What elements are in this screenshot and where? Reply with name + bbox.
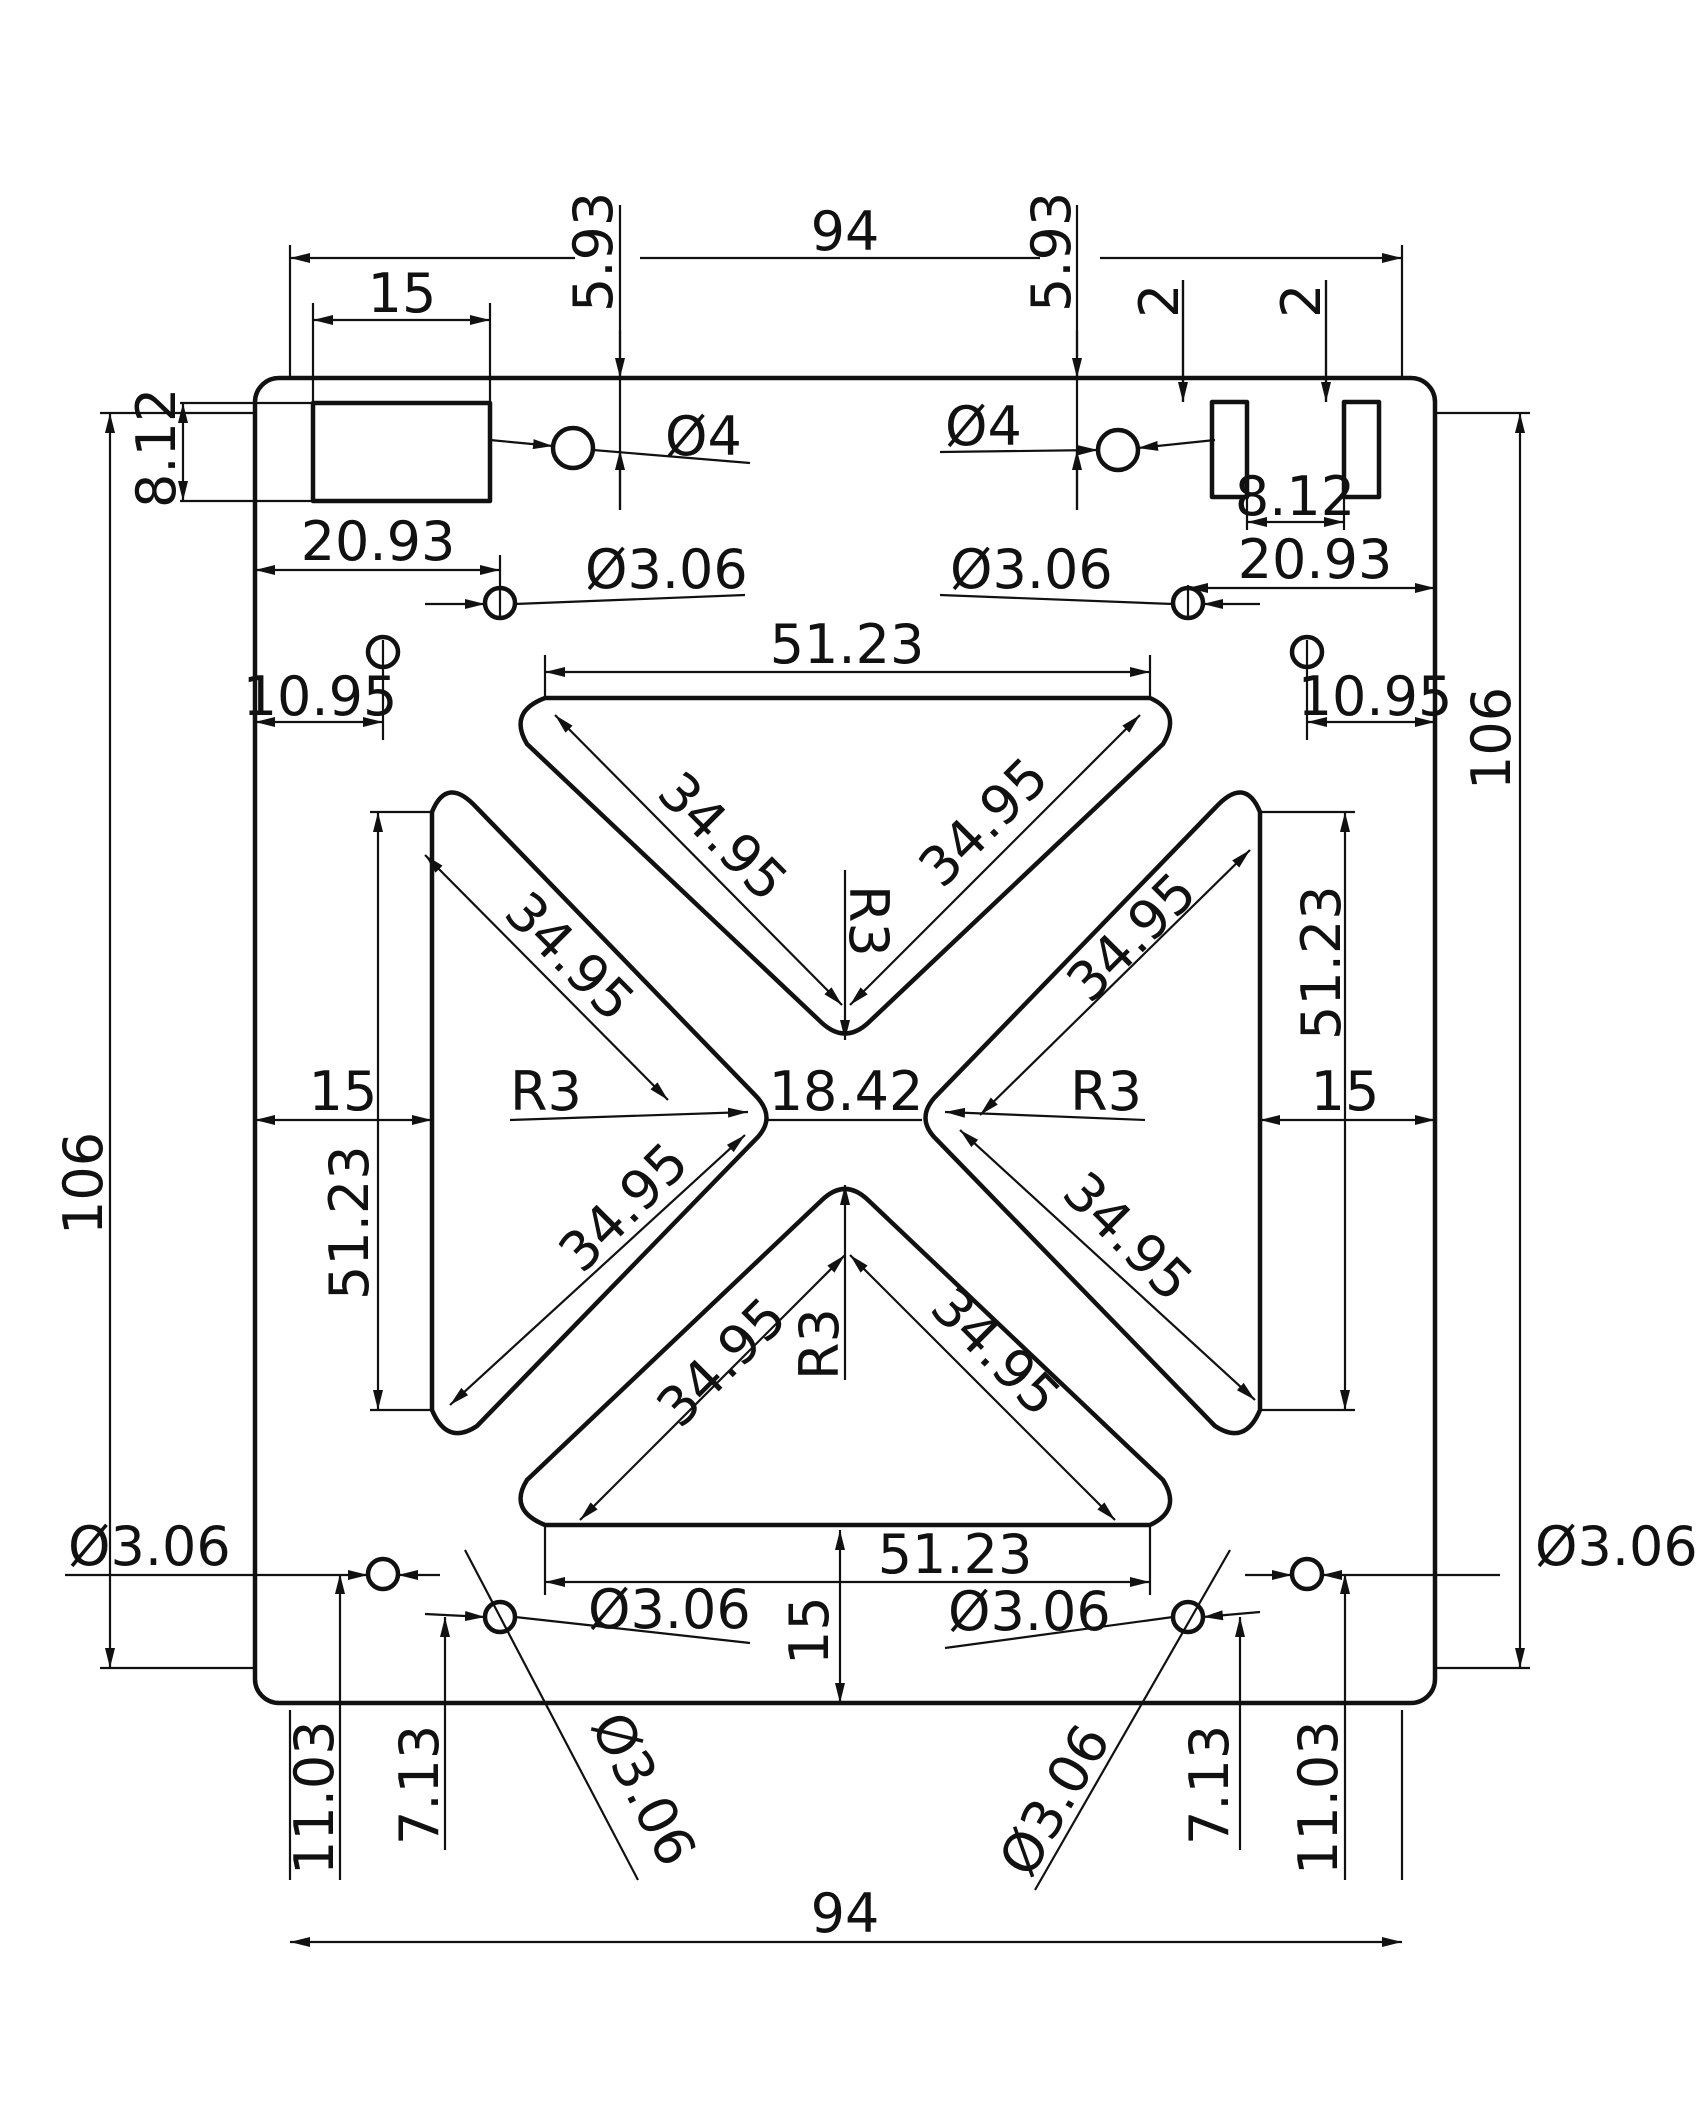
hole-d306-bottom-outer-right	[1289, 1556, 1325, 1592]
dim-cutout-side-2: 34.95	[907, 745, 1061, 899]
dim-diam-306-upper-left: Ø3.06	[585, 538, 748, 601]
dim-diam-306-far-right: Ø3.06	[1535, 1515, 1698, 1578]
dim-top-offset-left: 5.93	[562, 192, 625, 312]
dim-diam-306-bottom-right: Ø3.06	[948, 1580, 1111, 1643]
mount-hole-d4-right	[1095, 427, 1141, 473]
dim-diam-306-far-left: Ø3.06	[68, 1515, 231, 1578]
dim-diam-306-diag-right: Ø3.06	[987, 1714, 1123, 1886]
dim-cutout-bottom-width: 51.23	[878, 1523, 1033, 1586]
dim-height-right: 106	[1460, 687, 1523, 790]
dim-radius-right: R3	[1070, 1060, 1142, 1123]
mount-hole-d4-left	[550, 425, 596, 471]
dim-hole-x-upper-right: 10.95	[1298, 665, 1453, 728]
dimension-arrows	[65, 253, 1525, 1947]
dim-diam-306-diag-left: Ø3.06	[578, 1702, 708, 1876]
dim-diam-4-right: Ø4	[945, 395, 1022, 458]
connector-cutout	[310, 400, 493, 504]
dim-cutout-side-5: 34.95	[547, 1130, 701, 1284]
dim-diam-306-upper-right: Ø3.06	[950, 538, 1113, 601]
dim-center-gap: 18.42	[769, 1060, 924, 1123]
slot-left	[1209, 399, 1250, 500]
dim-slot-offset-right: 2	[1270, 284, 1333, 318]
slot-right	[1341, 399, 1382, 500]
dim-connector-width: 15	[368, 262, 437, 325]
dim-cutout-top-width: 51.23	[770, 613, 925, 676]
dim-bottom-hole-y-left-inner: 7.13	[388, 1725, 451, 1845]
dim-diam-4-left: Ø4	[665, 405, 742, 468]
dim-cutout-side-6: 34.95	[1051, 1160, 1205, 1314]
dim-diam-306-bottom-left: Ø3.06	[588, 1578, 751, 1641]
dim-width-bottom: 94	[811, 1882, 880, 1945]
dim-width-top: 94	[811, 200, 880, 263]
dim-margin-right: 15	[1311, 1060, 1380, 1123]
dim-cutout-side-7: 34.95	[645, 1285, 799, 1439]
dim-cutout-right-height: 51.23	[318, 1145, 381, 1300]
triangle-cutout-right	[923, 790, 1263, 1436]
dim-bottom-hole-y-left-outer: 11.03	[283, 1720, 346, 1875]
dim-slot-spacing: 8.12	[1235, 465, 1355, 528]
dim-bottom-hole-y-right-outer: 11.03	[1287, 1720, 1350, 1875]
dim-cutout-side-4: 34.95	[1055, 860, 1209, 1014]
dim-cutout-side-8: 34.95	[919, 1275, 1073, 1429]
dim-height-left: 106	[52, 1132, 115, 1235]
dim-bottom-hole-y-right-inner: 7.13	[1178, 1725, 1241, 1845]
triangle-cutout-left	[429, 790, 769, 1436]
plate-outline	[252, 375, 1438, 1706]
dim-connector-height: 8.12	[125, 388, 188, 508]
dim-hole-x-left: 20.93	[301, 510, 456, 573]
dim-radius-top: R3	[837, 885, 900, 957]
hole-d306-bottom-outer-left	[365, 1556, 401, 1592]
dim-margin-left: 15	[309, 1060, 378, 1123]
dim-cutout-side-1: 34.95	[646, 760, 800, 914]
dim-margin-bottom: 15	[778, 1596, 841, 1665]
dim-radius-bottom: R3	[788, 1308, 851, 1380]
dim-cutout-left-height: 51.23	[1290, 885, 1353, 1040]
dim-top-offset-right: 5.93	[1020, 192, 1083, 312]
dim-radius-left: R3	[510, 1060, 582, 1123]
dim-hole-x-upper-left: 10.95	[243, 665, 398, 728]
dim-hole-x-right: 20.93	[1238, 528, 1393, 591]
dim-slot-offset-left: 2	[1128, 284, 1191, 318]
